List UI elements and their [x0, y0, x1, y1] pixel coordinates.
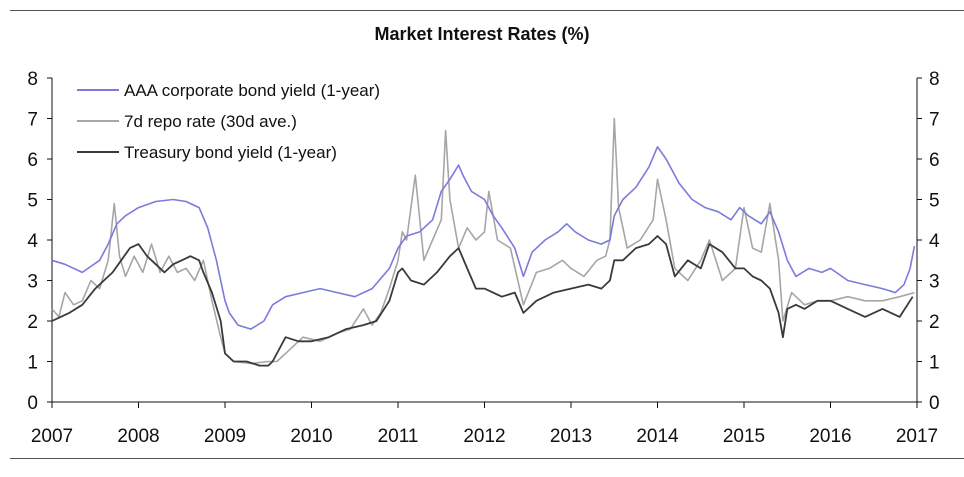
y-tick-label-right: 5 [929, 191, 940, 212]
x-tick-label: 2014 [636, 426, 679, 447]
top-rule [10, 10, 964, 11]
legend-label-3: Treasury bond yield (1-year) [124, 143, 337, 162]
y-tick-label: 1 [27, 353, 38, 374]
x-tick-label: 2017 [896, 426, 938, 447]
x-tick-label: 2015 [723, 426, 765, 447]
x-tick-label: 2010 [290, 426, 332, 447]
y-tick-label-right: 7 [929, 110, 940, 131]
chart-title: Market Interest Rates (%) [374, 24, 590, 44]
series-line-1 [51, 146, 916, 330]
x-tick-label: 2011 [378, 426, 419, 447]
y-tick-label: 5 [27, 191, 38, 212]
y-tick-label-right: 8 [929, 69, 940, 90]
y-tick-label: 2 [27, 312, 38, 333]
y-tick-label: 3 [27, 272, 38, 293]
y-tick-label: 4 [27, 231, 38, 252]
x-tick-label: 2008 [117, 426, 159, 447]
x-tick-label: 2009 [204, 426, 246, 447]
y-tick-label-right: 6 [929, 150, 940, 171]
series-line-2 [51, 117, 915, 365]
chart-legend: AAA corporate bond yield (1-year) 7d repo… [77, 81, 380, 162]
y-tick-label: 6 [27, 150, 38, 171]
legend-label-1: AAA corporate bond yield (1-year) [124, 81, 380, 100]
y-tick-label-right: 0 [929, 393, 940, 414]
legend-label-2: 7d repo rate (30d ave.) [124, 112, 297, 131]
series-layer [51, 117, 916, 367]
x-tick-label: 2013 [550, 426, 592, 447]
y-tick-label: 0 [27, 393, 38, 414]
bottom-rule [10, 458, 964, 459]
x-tick-label: 2016 [809, 426, 851, 447]
y-tick-label-right: 2 [929, 312, 940, 333]
series-line-3 [51, 235, 914, 367]
chart-axes: 0 0 1 1 2 2 3 3 4 4 5 5 6 6 7 7 8 8 2007 2008 2009 2010 2011 20… [27, 69, 940, 447]
x-tick-label: 2007 [31, 426, 73, 447]
y-tick-label-right: 4 [929, 231, 940, 252]
y-tick-label-right: 1 [929, 353, 940, 374]
x-tick-label: 2012 [463, 426, 505, 447]
y-tick-label: 8 [27, 69, 38, 90]
y-tick-label-right: 3 [929, 272, 940, 293]
y-tick-label: 7 [27, 110, 38, 131]
